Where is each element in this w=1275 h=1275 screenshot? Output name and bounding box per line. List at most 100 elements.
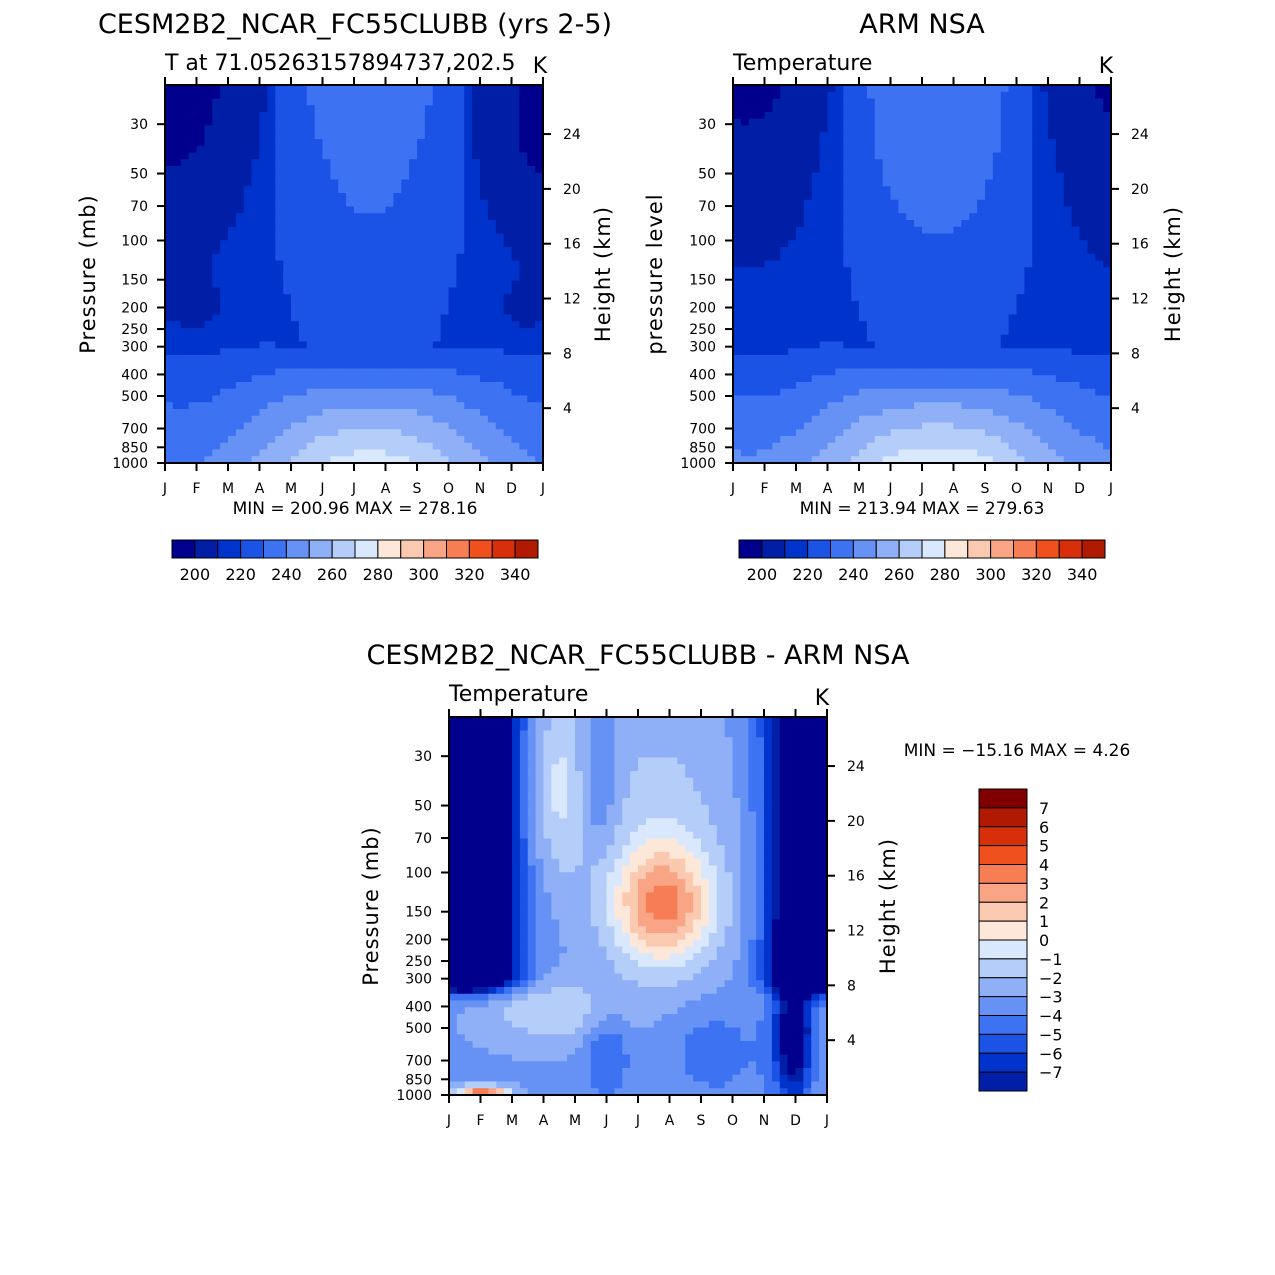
field-cell bbox=[480, 152, 489, 160]
field-cell bbox=[937, 199, 947, 208]
field-cell bbox=[204, 361, 213, 370]
field-cell bbox=[283, 436, 292, 444]
field-cell bbox=[835, 240, 844, 248]
field-cell bbox=[519, 375, 528, 383]
field-cell bbox=[914, 341, 923, 349]
field-cell bbox=[1055, 382, 1065, 390]
field-cell bbox=[527, 274, 536, 282]
field-cell bbox=[851, 105, 860, 113]
field-cell bbox=[882, 307, 892, 316]
field-cell bbox=[969, 172, 978, 181]
field-cell bbox=[922, 139, 931, 147]
field-cell bbox=[535, 388, 544, 397]
field-cell bbox=[298, 402, 308, 410]
field-cell bbox=[811, 233, 821, 241]
field-cell bbox=[1048, 85, 1057, 93]
field-cell bbox=[969, 301, 978, 309]
field-cell bbox=[527, 341, 536, 349]
field-cell bbox=[283, 159, 292, 167]
field-cell bbox=[1032, 139, 1041, 147]
field-cell bbox=[969, 213, 978, 221]
field-cell bbox=[188, 301, 198, 309]
field-cell bbox=[220, 179, 229, 187]
field-cell bbox=[172, 118, 182, 127]
field-cell bbox=[298, 348, 308, 356]
field-cell bbox=[306, 382, 316, 390]
field-cell bbox=[503, 220, 513, 228]
field-cell bbox=[235, 456, 245, 464]
field-cell bbox=[448, 199, 457, 208]
field-cell bbox=[275, 199, 284, 208]
field-cell bbox=[275, 206, 284, 214]
field-cell bbox=[843, 159, 852, 167]
field-cell bbox=[937, 382, 947, 390]
field-cell bbox=[1079, 240, 1088, 248]
field-cell bbox=[780, 118, 789, 127]
field-cell bbox=[228, 85, 237, 93]
field-cell bbox=[519, 213, 528, 221]
field-cell bbox=[827, 233, 836, 241]
field-cell bbox=[1055, 118, 1065, 127]
field-cell bbox=[487, 388, 497, 397]
field-cell bbox=[298, 287, 308, 295]
field-cell bbox=[519, 199, 528, 208]
field-cell bbox=[196, 355, 205, 363]
field-cell bbox=[361, 199, 371, 208]
field-cell bbox=[1063, 334, 1073, 343]
field-cell bbox=[859, 328, 868, 336]
field-cell bbox=[401, 247, 410, 255]
field-cell bbox=[1071, 294, 1081, 302]
field-cell bbox=[977, 132, 986, 140]
field-cell bbox=[165, 260, 174, 268]
field-cell bbox=[424, 442, 434, 451]
field-cell bbox=[204, 456, 213, 464]
field-cell bbox=[495, 307, 505, 316]
field-cell bbox=[503, 348, 513, 356]
field-cell bbox=[874, 294, 884, 302]
field-cell bbox=[204, 395, 213, 403]
field-cell bbox=[361, 334, 371, 343]
field-cell bbox=[945, 382, 955, 390]
field-cell bbox=[212, 267, 221, 275]
field-cell bbox=[314, 132, 324, 140]
field-cell bbox=[393, 429, 402, 437]
field-cell bbox=[764, 179, 773, 187]
field-cell bbox=[243, 280, 253, 289]
field-cell bbox=[464, 382, 473, 390]
field-cell bbox=[764, 172, 773, 181]
field-cell bbox=[369, 328, 379, 336]
field-cell bbox=[843, 307, 852, 316]
field-cell bbox=[733, 314, 742, 322]
field-cell bbox=[953, 361, 962, 370]
field-cell bbox=[243, 152, 253, 160]
field-cell bbox=[432, 226, 442, 235]
field-cell bbox=[1055, 361, 1065, 370]
field-cell bbox=[503, 186, 513, 194]
field-cell bbox=[283, 402, 292, 410]
field-cell bbox=[495, 172, 505, 181]
field-cell bbox=[251, 307, 261, 316]
field-cell bbox=[196, 179, 205, 187]
field-cell bbox=[788, 172, 797, 181]
field-cell bbox=[929, 375, 939, 383]
field-cell bbox=[495, 334, 505, 343]
field-cell bbox=[464, 307, 473, 316]
field-cell bbox=[827, 355, 836, 363]
field-cell bbox=[220, 334, 229, 343]
field-cell bbox=[424, 449, 434, 457]
field-cell bbox=[440, 206, 450, 214]
field-cell bbox=[172, 91, 182, 100]
field-cell bbox=[306, 226, 316, 235]
field-cell bbox=[409, 287, 418, 295]
field-cell bbox=[1063, 253, 1073, 262]
field-cell bbox=[180, 314, 190, 322]
field-cell bbox=[969, 240, 978, 248]
field-cell bbox=[417, 240, 426, 248]
field-cell bbox=[212, 152, 221, 160]
field-cell bbox=[819, 301, 829, 309]
field-cell bbox=[1071, 247, 1081, 255]
field-cell bbox=[472, 294, 481, 302]
field-cell bbox=[409, 456, 418, 464]
field-cell bbox=[1008, 274, 1018, 282]
field-cell bbox=[1095, 253, 1104, 262]
